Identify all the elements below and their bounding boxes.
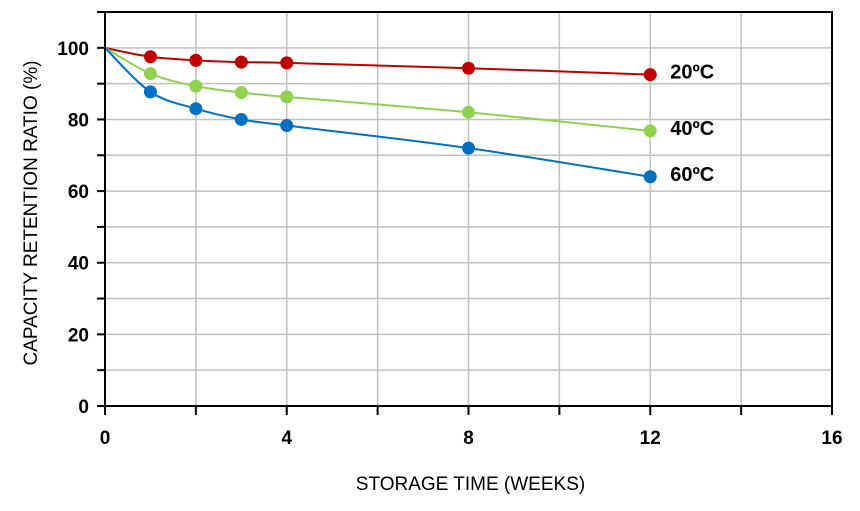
data-point [643, 124, 657, 138]
data-point [462, 61, 475, 75]
series-0 [104, 46, 657, 82]
series-1 [104, 46, 657, 138]
tick-labels: 0 4 8 12 16 0 20 40 60 80 100 [57, 39, 842, 449]
y-tick-label: 60 [68, 182, 89, 203]
series-label: 60ºC [670, 164, 714, 186]
x-tick-label: 16 [821, 428, 842, 449]
plot-frame [104, 11, 833, 407]
data-point [280, 56, 294, 70]
data-point [234, 112, 248, 126]
series-label: 20ºC [670, 62, 714, 84]
series-2 [104, 47, 657, 184]
data-point [462, 105, 475, 119]
data-point [234, 55, 248, 69]
y-axis-title: CAPACITY RETENTION RATIO (%) [21, 60, 42, 365]
series-layer [104, 46, 657, 184]
series-line [104, 47, 651, 178]
series-labels: 20ºC 40ºC 60ºC [670, 62, 714, 186]
data-point [280, 119, 294, 133]
data-point [143, 67, 157, 81]
y-tick-label: 0 [78, 397, 89, 418]
data-point [643, 170, 657, 184]
y-tick-label: 40 [68, 254, 89, 275]
y-tick-label: 100 [57, 39, 89, 60]
series-label: 40ºC [670, 118, 714, 140]
x-tick-label: 0 [100, 428, 111, 449]
data-point [189, 53, 203, 67]
axis-ticks [97, 11, 833, 415]
x-axis-title: STORAGE TIME (WEEKS) [356, 474, 585, 495]
data-point [189, 102, 203, 116]
y-tick-label: 80 [68, 110, 89, 131]
data-point [234, 86, 248, 100]
data-point [143, 85, 157, 99]
data-point [462, 141, 475, 155]
x-tick-label: 12 [640, 428, 661, 449]
y-tick-label: 20 [68, 325, 89, 346]
data-point [189, 79, 203, 93]
x-tick-label: 8 [463, 428, 474, 449]
x-tick-label: 4 [281, 428, 292, 449]
data-point [280, 90, 294, 104]
data-point [143, 50, 157, 64]
data-point [643, 68, 657, 82]
